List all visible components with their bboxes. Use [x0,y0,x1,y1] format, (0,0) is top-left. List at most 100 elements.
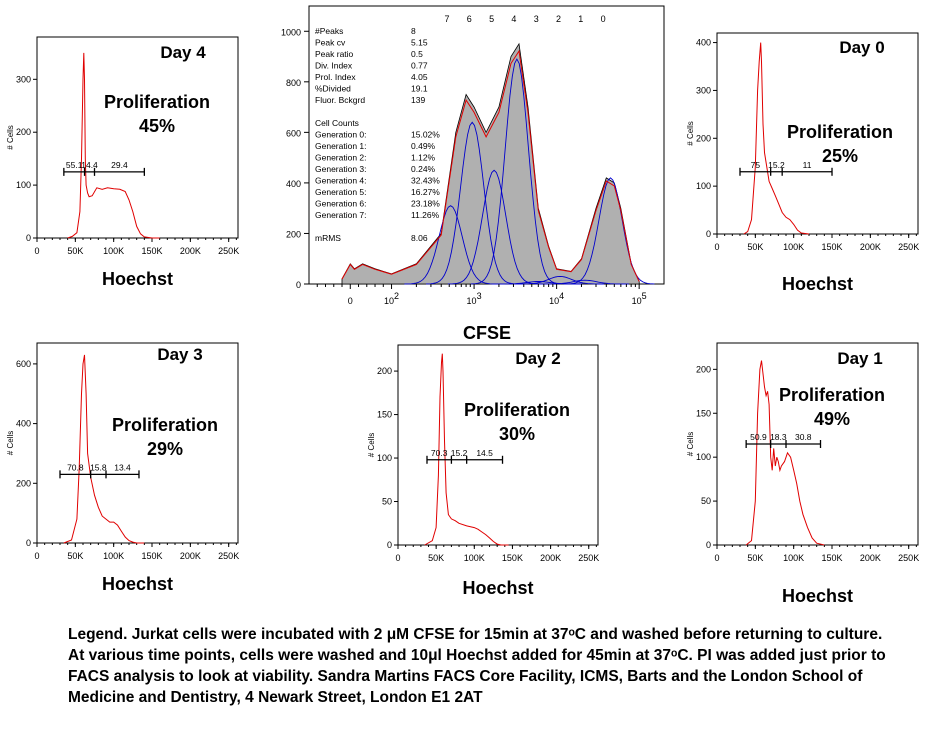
histogram-day4: 0 50K 100K 150K 200K 250K 0 100 200 300 # Cells 55.… [6,36,239,289]
x-axis-label: CFSE [463,323,511,343]
generation-number: 6 [467,14,472,24]
x-tick-label: 250K [898,242,919,252]
proliferation-label: Proliferation [464,400,570,420]
gate-percentage: 15.8 [90,462,107,472]
proliferation-label: Proliferation [112,415,218,435]
gate-percentage: 18.3 [770,432,787,442]
generation-number: 4 [511,14,516,24]
generation-count-value: 32.43% [411,176,440,186]
proliferation-label: Proliferation [104,92,210,112]
y-axis-label: # Cells [367,433,376,457]
proliferation-label: Proliferation [787,122,893,142]
stat-label: Prol. Index [315,72,356,82]
x-tick-label: 200K [180,551,201,561]
y-tick-label: 200 [696,364,711,374]
histogram-curve [424,353,509,546]
y-tick-label: 150 [377,410,392,420]
y-tick-label: 400 [286,179,301,189]
generation-count-label: Generation 0: [315,130,367,140]
y-tick-label: 100 [696,181,711,191]
x-tick-label: 250K [578,553,599,563]
model-fit-curve [341,49,640,282]
x-axis-label: Hoechst [782,274,853,294]
generation-fit-curve [492,281,583,285]
stat-label: #Peaks [315,26,343,36]
stat-value: 4.05 [411,72,428,82]
stat-value: 0.5 [411,49,423,59]
x-axis-label: Hoechst [782,586,853,606]
x-tick-label: 104 [549,291,564,306]
proliferation-percent: 49% [814,409,850,429]
y-axis-label: # Cells [6,125,15,149]
generation-count-label: Generation 1: [315,141,367,151]
generation-count-value: 16.27% [411,187,440,197]
generation-count-value: 23.18% [411,199,440,209]
x-tick-label: 100K [103,246,124,256]
y-tick-label: 0 [706,540,711,550]
y-axis-label: # Cells [686,121,695,145]
x-tick-label: 100K [783,553,804,563]
panel-title: Day 1 [837,349,882,368]
stat-value: 8 [411,26,416,36]
panel-title: Day 3 [157,345,202,364]
mrms-label: mRMS [315,233,341,243]
y-tick-label: 1000 [281,27,301,37]
y-tick-label: 200 [286,229,301,239]
y-tick-label: 200 [16,478,31,488]
stat-label: Fluor. Bckgrd [315,95,365,105]
y-tick-label: 100 [16,180,31,190]
histogram-day1: 0 50K 100K 150K 200K 250K 0 50 100 150 200 # Cells 5… [686,342,919,606]
y-tick-label: 400 [696,38,711,48]
x-tick-label: 50K [747,242,763,252]
y-tick-label: 100 [377,453,392,463]
x-tick-label: 150K [141,246,162,256]
generation-count-value: 1.12% [411,153,436,163]
proliferation-label: Proliferation [779,385,885,405]
stat-label: Peak cv [315,38,346,48]
histogram-curve [745,360,825,546]
cfse-proliferation-panel: 0 200 400 600 800 1000 0 102 103 104 105 7 6 5 4 3 2 1 0 #P… [281,5,665,343]
x-tick-label: 200K [180,246,201,256]
x-tick-label: 50K [67,551,83,561]
generation-count-value: 0.24% [411,164,436,174]
x-tick-label: 150K [502,553,523,563]
gate-percentage: 14.4 [81,160,98,170]
x-tick-label: 102 [384,291,399,306]
generation-count-label: Generation 7: [315,210,367,220]
proliferation-percent: 25% [822,146,858,166]
y-tick-label: 150 [696,408,711,418]
generation-number: 1 [578,14,583,24]
stat-label: %Divided [315,84,351,94]
x-tick-label: 105 [632,291,647,306]
x-tick-label: 103 [467,291,482,306]
x-tick-label: 50K [747,553,763,563]
generation-count-label: Generation 4: [315,176,367,186]
generation-fit-curve [404,205,495,285]
y-tick-label: 300 [16,74,31,84]
stat-label: Peak ratio [315,49,354,59]
histogram-curve [67,52,160,239]
y-tick-label: 300 [696,85,711,95]
x-tick-label: 100K [103,551,124,561]
gate-percentage: 30.8 [795,432,812,442]
x-tick-label: 150K [141,551,162,561]
y-tick-label: 200 [696,133,711,143]
y-tick-label: 800 [286,78,301,88]
panel-title: Day 0 [839,38,884,57]
x-tick-label: 250K [218,246,239,256]
histogram-day0: 0 50K 100K 150K 200K 250K 0 100 200 300 400 # Cells… [686,32,919,294]
stat-value: 139 [411,95,425,105]
plot-frame [36,36,239,239]
y-tick-label: 50 [382,497,392,507]
generation-number: 0 [601,14,606,24]
plot-frame [716,32,919,235]
y-axis-label: # Cells [686,432,695,456]
gate-percentage: 13.4 [114,462,131,472]
gate-percentage: 29.4 [111,160,128,170]
plot-frame [36,342,239,544]
generation-fit-curve [426,121,517,285]
generation-count-label: Generation 3: [315,164,367,174]
x-tick-label: 200K [860,553,881,563]
x-tick-label: 200K [860,242,881,252]
